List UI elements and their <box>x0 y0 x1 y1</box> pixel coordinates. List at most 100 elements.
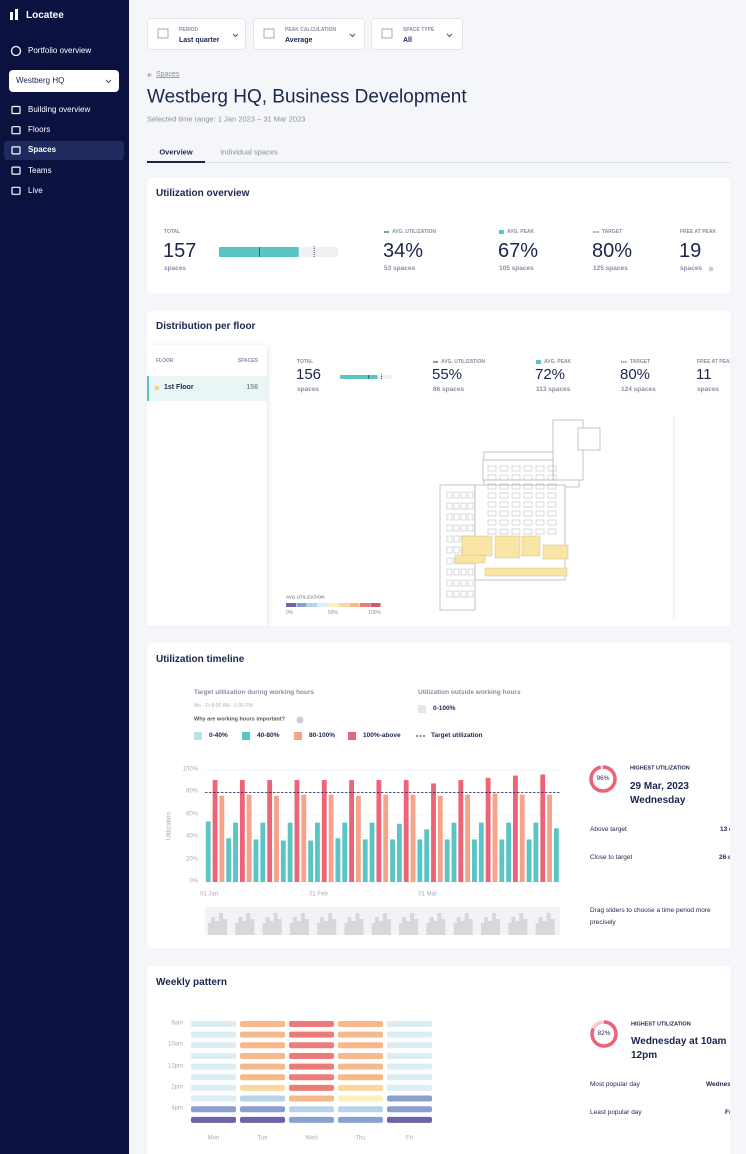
legend-mark <box>536 360 541 364</box>
heat-cell <box>191 1063 236 1070</box>
floor-desk <box>535 519 545 526</box>
stat-label: AVG. UTILIZATION <box>392 229 436 235</box>
legend-label: 80-100% <box>309 732 336 740</box>
floor-plan <box>482 459 554 481</box>
legend-swatch <box>296 603 307 607</box>
floor-desk <box>547 510 557 517</box>
heat-cell <box>289 1063 334 1070</box>
bar <box>342 822 348 882</box>
stat-sub: spaces <box>297 386 320 394</box>
legend-swatch <box>370 603 381 607</box>
floor-desk <box>547 501 557 508</box>
stat-label: FREE AT PEAK <box>697 359 734 365</box>
legend-swatch <box>328 603 339 607</box>
highlight-label: HIGHEST UTILIZATION <box>631 1021 691 1028</box>
stat-value: 156 <box>296 366 322 383</box>
chevron <box>349 33 356 38</box>
filter-icon <box>381 28 393 39</box>
bar <box>355 795 361 882</box>
donut-label: 96% <box>596 775 610 783</box>
floor-row-selected[interactable] <box>147 376 267 401</box>
filter-box[interactable] <box>253 18 365 50</box>
slider-preview <box>344 913 364 935</box>
heat-cell <box>338 1021 383 1027</box>
floor-desk <box>446 590 453 598</box>
highlight-day: Wednesday <box>630 795 686 806</box>
filter-box[interactable] <box>147 18 246 50</box>
bar <box>376 780 382 882</box>
legend-swatch <box>286 603 297 607</box>
floor-desk <box>511 465 521 472</box>
stat-label: AVG. PEAK <box>544 359 572 365</box>
floor-desk <box>523 501 533 508</box>
floor-desk <box>446 568 453 576</box>
bar <box>308 840 314 882</box>
donut-label: 82% <box>597 1030 611 1038</box>
building-select[interactable] <box>9 70 119 92</box>
heat-cell <box>240 1042 285 1049</box>
floor-desk <box>535 510 545 517</box>
floor-desk <box>511 519 521 526</box>
stat-value: 67% <box>498 240 539 262</box>
floor-desk <box>523 483 533 490</box>
stat-label: TOTAL <box>164 229 181 235</box>
floor-desk <box>446 557 453 565</box>
bar <box>246 794 252 882</box>
y-tick-label: 80% <box>185 788 198 795</box>
nav-icon <box>11 146 21 155</box>
slider-preview <box>481 913 500 935</box>
legend-label: 50% <box>327 610 339 616</box>
subtitle: Selected time range: 1 Jan 2023 – 31 Mar… <box>147 114 306 124</box>
floor-desk <box>453 568 460 576</box>
slider-preview <box>317 913 337 935</box>
slider-preview <box>262 913 282 935</box>
nav-icon <box>11 105 21 115</box>
stat-value: 11 <box>696 366 712 383</box>
filter-label: PERIOD <box>179 27 199 33</box>
bar <box>403 780 409 882</box>
bar <box>513 775 518 882</box>
legend-swatch <box>338 603 349 607</box>
legend-swatch <box>307 603 318 607</box>
floor-desk <box>460 579 467 587</box>
heat-cell <box>240 1116 285 1123</box>
legend-title: AVG UTILIZATION <box>286 594 325 600</box>
stat-value: 72% <box>535 366 566 383</box>
logo-icon <box>15 9 18 20</box>
floor-desk <box>487 474 497 481</box>
bar <box>205 821 211 882</box>
floor-space <box>542 544 569 560</box>
stat-value: 80% <box>592 240 633 262</box>
heat-cell <box>240 1095 285 1102</box>
slider-preview <box>371 913 391 935</box>
floor-desk <box>460 568 467 576</box>
heat-cell <box>240 1084 285 1091</box>
floor-desk <box>535 465 545 472</box>
filter-label: SPACE TYPE <box>403 27 435 33</box>
stat-label: TOTAL <box>297 359 314 365</box>
heat-cell <box>191 1106 236 1113</box>
floor-desk <box>547 483 557 490</box>
bar <box>226 838 232 882</box>
floor-desk <box>523 528 533 535</box>
floor-desk <box>511 501 521 508</box>
legend-swatch <box>294 732 302 740</box>
floor-desk <box>499 483 509 490</box>
y-tick-label: 100% <box>182 766 198 773</box>
bar <box>362 839 368 882</box>
heat-cell <box>191 1116 236 1123</box>
legend-swatch <box>194 732 202 740</box>
floor-plan <box>577 427 601 451</box>
highlight-date: 29 Mar, 2023 <box>630 781 689 792</box>
floor-desk <box>453 546 460 554</box>
help-icon <box>296 716 304 724</box>
heat-cell <box>338 1074 383 1081</box>
heat-cell <box>338 1116 383 1123</box>
floor-desk <box>453 491 460 499</box>
heat-cell <box>240 1052 285 1059</box>
floor-desk <box>487 492 497 499</box>
legend-swatch <box>349 603 360 607</box>
floor-desk <box>460 502 467 510</box>
floor-desk <box>523 474 533 481</box>
floor-space <box>521 535 541 557</box>
